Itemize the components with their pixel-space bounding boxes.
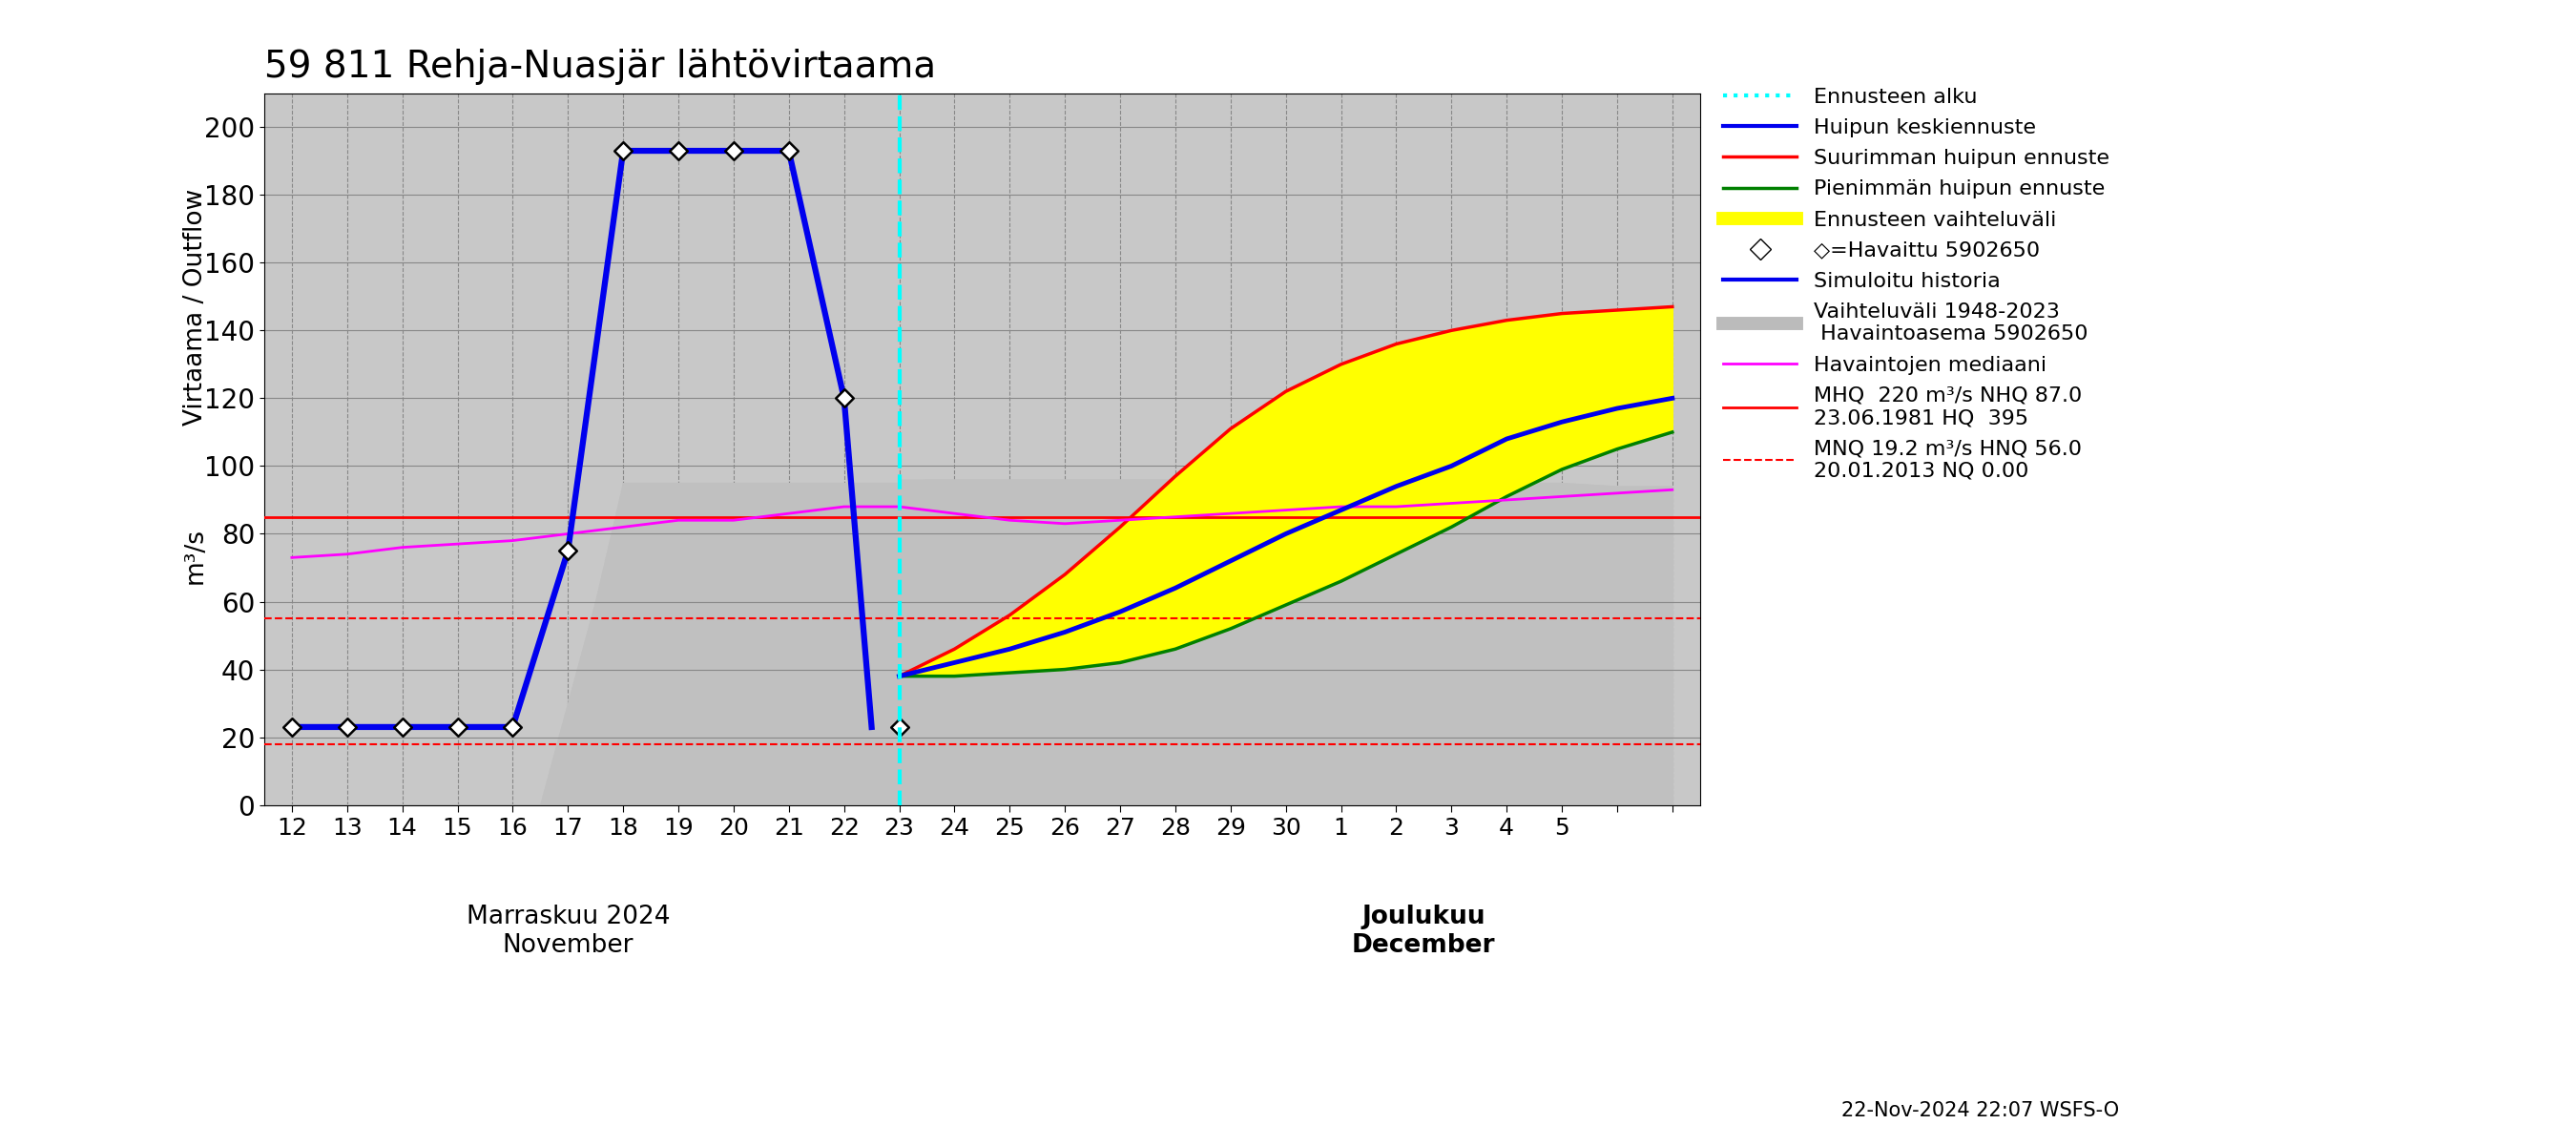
Point [270, 718, 312, 736]
Point [327, 718, 368, 736]
Text: Joulukuu
December: Joulukuu December [1352, 905, 1497, 958]
Point [824, 389, 866, 408]
Text: Virtaama / Outflow: Virtaama / Outflow [183, 188, 209, 425]
Point [714, 142, 755, 160]
Point [492, 718, 533, 736]
Point [768, 142, 809, 160]
Text: 59 811 Rehja-Nuasjär lähtövirtaama: 59 811 Rehja-Nuasjär lähtövirtaama [265, 48, 935, 85]
Point [381, 718, 422, 736]
Legend: Ennusteen alku, Huipun keskiennuste, Suurimman huipun ennuste, Pienimmän huipun : Ennusteen alku, Huipun keskiennuste, Suu… [1713, 79, 2117, 489]
Text: m³/s: m³/s [183, 528, 209, 584]
Point [657, 142, 698, 160]
Point [546, 542, 587, 560]
Text: Marraskuu 2024
November: Marraskuu 2024 November [466, 905, 670, 958]
Point [438, 718, 479, 736]
Point [603, 142, 644, 160]
Point [878, 718, 920, 736]
Text: 22-Nov-2024 22:07 WSFS-O: 22-Nov-2024 22:07 WSFS-O [1842, 1101, 2120, 1120]
